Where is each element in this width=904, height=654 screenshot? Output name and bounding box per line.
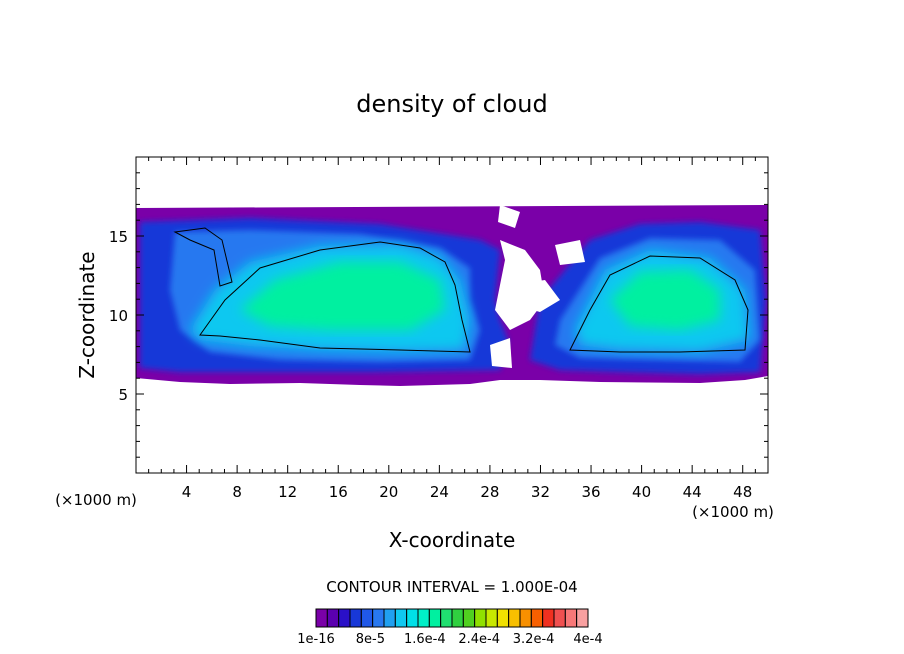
y-axis-ticks: 5 10 15: [109, 172, 768, 458]
y-tick-label: 10: [109, 307, 128, 325]
colorbar-swatch: [451, 608, 464, 628]
colorbar-swatch: [553, 608, 566, 628]
colorbar-swatch: [440, 608, 453, 628]
colorbar-swatch: [530, 608, 544, 628]
cloud-core-teal: [240, 262, 445, 330]
x-unit-label: (×1000 m): [692, 503, 774, 521]
colorbar-tick-label: 3.2e-4: [513, 632, 555, 647]
y-axis-label: Z-coordinate: [75, 251, 99, 378]
cloud-core-teal-east: [610, 270, 720, 330]
x-axis-label: X-coordinate: [389, 528, 516, 552]
colorbar-swatch: [474, 608, 487, 628]
contour-line-east: [569, 255, 749, 353]
colorbar-tick-label: 8e-5: [356, 632, 385, 647]
x-tick-label: 28: [480, 483, 499, 501]
clear-gap-patch-3: [490, 338, 512, 368]
x-axis-ticks: 4 8 12 16 20 24 28 32 36 40 44 48: [148, 157, 756, 501]
chart-title: density of cloud: [356, 90, 547, 118]
colorbar-swatch: [372, 608, 385, 628]
x-tick-label: 32: [531, 483, 550, 501]
x-tick-label: 20: [379, 483, 398, 501]
colorbar-tick-label: 1.6e-4: [404, 632, 446, 647]
colorbar-swatch: [360, 608, 374, 628]
colorbar-swatch: [564, 608, 578, 628]
x-tick-label: 12: [278, 483, 297, 501]
colorbar-tick-label: 4e-4: [573, 632, 602, 647]
colorbar-swatch: [542, 608, 555, 628]
colorbar-swatch: [519, 608, 532, 628]
colorbar-swatch: [326, 608, 340, 628]
contour-interval-label: CONTOUR INTERVAL = 1.000E-04: [326, 578, 577, 596]
colorbar: [315, 608, 589, 628]
colorbar-swatch: [349, 608, 362, 628]
clear-gap-patch-1: [555, 240, 585, 265]
colorbar-tick-label: 2.4e-4: [458, 632, 500, 647]
colorbar-swatch: [428, 608, 442, 628]
contour-line-west: [199, 241, 471, 353]
z-unit-label: (×1000 m): [55, 491, 137, 509]
y-tick-label: 15: [109, 228, 128, 246]
colorbar-swatch: [315, 608, 328, 628]
colorbar-swatch: [576, 608, 589, 628]
colorbar-swatch: [417, 608, 430, 628]
colorbar-swatch: [338, 608, 351, 628]
x-tick-label: 44: [683, 483, 702, 501]
x-tick-label: 40: [632, 483, 651, 501]
colorbar-swatch: [462, 608, 476, 628]
x-tick-label: 16: [329, 483, 348, 501]
x-tick-label: 36: [581, 483, 600, 501]
colorbar-swatch: [394, 608, 408, 628]
colorbar-swatch: [496, 608, 510, 628]
x-tick-label: 4: [182, 483, 192, 501]
colorbar-swatch: [406, 608, 419, 628]
cloud-density-field: [136, 205, 768, 386]
y-tick-label: 5: [118, 386, 128, 404]
colorbar-tick-label: 1e-16: [297, 632, 335, 647]
colorbar-labels: 1e-16 8e-5 1.6e-4 2.4e-4 3.2e-4 4e-4: [297, 632, 602, 647]
x-tick-label: 48: [733, 483, 752, 501]
contour-line-ribbon: [173, 227, 233, 287]
x-tick-label: 8: [232, 483, 242, 501]
colorbar-swatch: [383, 608, 396, 628]
clear-gap-topleft: [498, 205, 520, 228]
clear-gap-patch-2: [510, 280, 560, 312]
colorbar-swatch: [508, 608, 521, 628]
x-tick-label: 24: [430, 483, 449, 501]
colorbar-swatch: [485, 608, 498, 628]
